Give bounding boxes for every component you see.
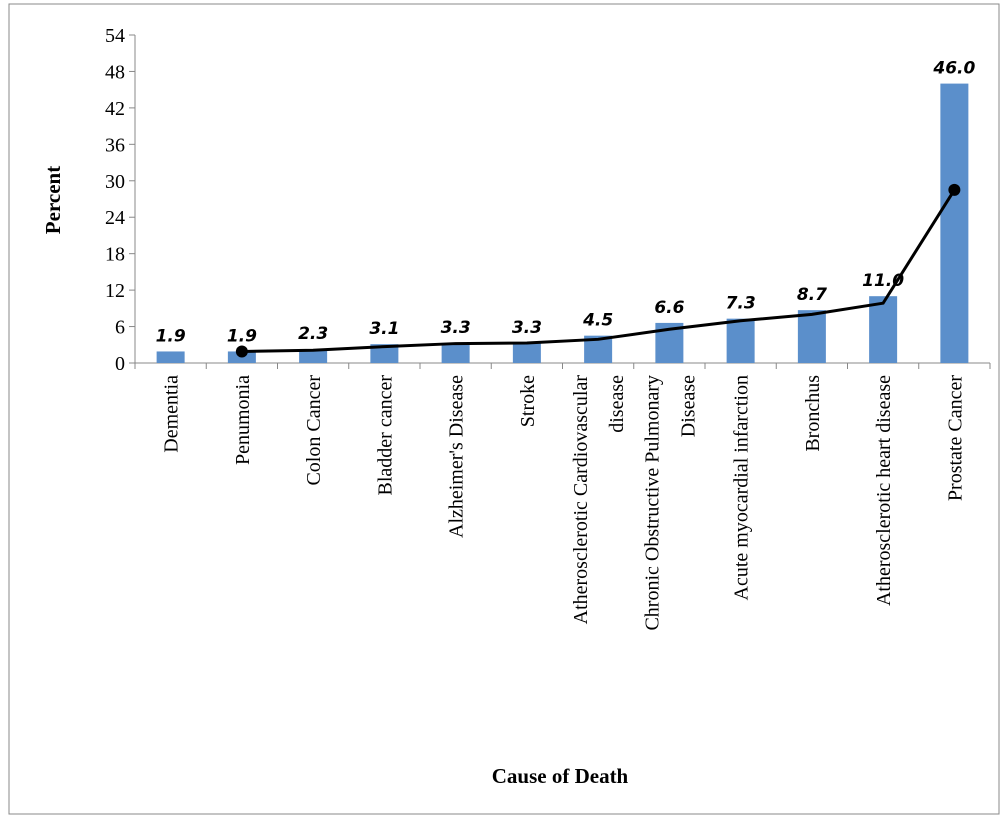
- data-label: 8.7: [797, 285, 827, 305]
- data-label: 4.5: [582, 311, 613, 331]
- x-tick-label: Bladder cancer: [374, 375, 396, 496]
- bar: [370, 344, 399, 363]
- x-tick-label-line: Stroke: [517, 375, 539, 427]
- x-tick-label-line: Atherosclerotic Cardiovascular: [570, 375, 592, 625]
- x-tick-label-line: Disease: [677, 375, 699, 437]
- x-tick-label: Atherosclerotic heart disease: [873, 375, 895, 606]
- bar: [441, 342, 470, 363]
- x-tick-label-line: disease: [606, 375, 628, 433]
- y-tick-label: 12: [105, 280, 125, 302]
- x-tick-label-line: Prostate Cancer: [944, 375, 966, 501]
- x-tick-label: Penumonia: [232, 375, 254, 465]
- data-label: 1.9: [156, 326, 186, 346]
- chart-border: [8, 3, 1000, 815]
- x-tick-label-line: Colon Cancer: [303, 375, 325, 486]
- bar: [940, 83, 969, 363]
- x-tick-label: Acute myocardial infarction: [731, 375, 753, 600]
- x-axis-title: Cause of Death: [492, 764, 629, 788]
- x-tick-label: Colon Cancer: [303, 375, 325, 486]
- y-tick-label: 6: [115, 317, 125, 339]
- bar: [797, 310, 826, 363]
- x-tick-label-line: Chronic Obstructive Pulmonary: [641, 375, 663, 631]
- data-label: 46.0: [932, 59, 975, 79]
- x-tick-label: Prostate Cancer: [944, 375, 966, 501]
- y-tick-label: 48: [105, 61, 125, 83]
- line-endpoint: [235, 345, 248, 358]
- y-tick-label: 54: [105, 25, 125, 47]
- x-tick-label-line: Atherosclerotic heart disease: [873, 375, 895, 606]
- line-endpoint: [948, 183, 961, 196]
- x-tick-label-line: Alzheimer's Disease: [446, 375, 468, 538]
- bar: [869, 296, 898, 363]
- data-label: 3.3: [512, 318, 542, 338]
- bar: [156, 351, 185, 363]
- data-label: 3.1: [369, 319, 399, 339]
- data-label: 7.3: [726, 294, 756, 314]
- y-tick-label: 24: [105, 207, 125, 229]
- plot-area: 0 6 12 18 24 30 36 42 48 54 Dementia Penumonia Colon…: [105, 25, 991, 631]
- x-tick-label: Stroke: [517, 375, 539, 427]
- y-tick-label: 30: [105, 171, 125, 193]
- data-label: 6.6: [654, 298, 684, 318]
- x-tick-label: Dementia: [161, 375, 183, 453]
- x-tick-label: Alzheimer's Disease: [446, 375, 468, 538]
- x-tick-label: Bronchus: [802, 375, 824, 452]
- bar: [726, 318, 755, 363]
- y-tick-label: 42: [105, 98, 125, 120]
- y-tick-label: 0: [115, 353, 125, 375]
- x-tick-label-line: Bronchus: [802, 375, 824, 452]
- y-axis-title: Percent: [41, 166, 65, 234]
- trend-line: [241, 189, 956, 353]
- x-tick-label-line: Acute myocardial infarction: [731, 375, 753, 600]
- x-tick-label: Chronic Obstructive Pulmonary Disease: [641, 375, 699, 631]
- bar: [512, 342, 541, 363]
- y-tick-label: 18: [105, 244, 125, 266]
- data-label: 3.3: [441, 318, 471, 338]
- bar: [299, 349, 328, 363]
- data-label: 2.3: [298, 324, 328, 344]
- data-label: 1.9: [227, 326, 257, 346]
- x-tick-label-line: Dementia: [161, 375, 183, 453]
- x-tick-label: Atherosclerotic Cardiovascular disease: [570, 375, 628, 625]
- x-tick-label-line: Penumonia: [232, 375, 254, 465]
- x-tick-label-line: Bladder cancer: [374, 375, 396, 496]
- y-tick-label: 36: [105, 134, 125, 156]
